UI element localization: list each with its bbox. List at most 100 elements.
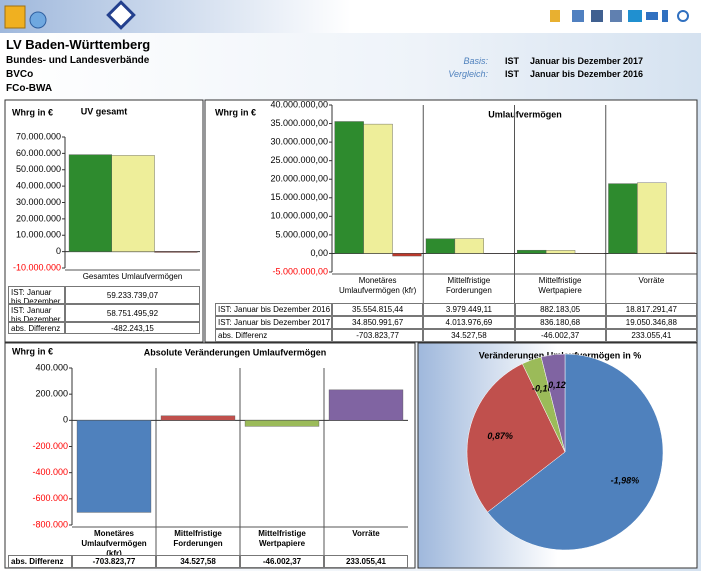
value-label: 34.527,58: [423, 329, 515, 342]
chart-title: Umlaufvermögen: [488, 109, 562, 119]
y-tick-label: 50.000.000: [16, 164, 61, 174]
legend-label: IST: Januar bis Dezember 2016: [215, 303, 332, 316]
value-label: 58.751.495,92: [65, 304, 200, 322]
legend-label: abs. Differenz: [8, 322, 65, 334]
pie-slice: [487, 353, 664, 551]
bar: [328, 389, 404, 421]
bar: [160, 415, 236, 421]
bar: [68, 154, 113, 252]
bar: [454, 238, 484, 254]
y-tick-label: -5.000.000,00: [272, 266, 328, 276]
panel: [4, 342, 416, 569]
y-tick-label: 35.000.000,00: [270, 118, 328, 128]
value-label: 233.055,41: [605, 329, 697, 342]
y-tick-label: 20.000.000: [16, 213, 61, 223]
header-line: FCo-BWA: [6, 83, 53, 94]
x-tick-label: Gesamtes Umlaufvermögen: [82, 272, 183, 281]
y-tick-label: 40.000.000: [16, 181, 61, 191]
basis-label: Basis:: [463, 56, 488, 66]
x-tick-label: Monetäres Umlaufvermögen (kfr): [81, 529, 147, 558]
comparison-period: Januar bis Dezember 2016: [530, 69, 644, 79]
value-label: 19.050.346,88: [605, 316, 697, 329]
x-tick-label: Mittelfristige Wertpapiere: [538, 276, 582, 295]
x-tick-label: Mittelfristige Forderungen: [445, 276, 492, 295]
comparison-label: Vergleich:: [448, 69, 488, 79]
legend-label: abs. Differenz: [8, 555, 72, 568]
legend-label: abs. Differenz: [215, 329, 332, 342]
value-label: 59.233.739,07: [65, 286, 200, 304]
value-label: 18.817.291,47: [605, 303, 697, 316]
y-tick-label: 0,00: [310, 248, 328, 258]
slice-label: -0,10: [532, 384, 553, 394]
x-tick-label: Mittelfristige Forderungen: [173, 529, 223, 548]
bar: [244, 420, 320, 427]
value-label: 3.979.449,11: [423, 303, 515, 316]
y-tick-label: 0: [63, 415, 68, 425]
bar: [154, 251, 198, 253]
legend-label: IST: Januar bis Dezember 2017: [215, 316, 332, 329]
bar: [363, 123, 393, 254]
value-label: 882.183,05: [514, 303, 606, 316]
comparison-type: IST: [505, 69, 520, 79]
value-label: -46.002,37: [240, 555, 324, 568]
pie-slice: [540, 353, 566, 453]
y-tick-label: 10.000.000,00: [270, 211, 328, 221]
unit-label: Whrg in €: [215, 107, 256, 117]
x-tick-label: Vorräte: [638, 276, 665, 285]
y-tick-label: -800.000: [32, 519, 68, 529]
legend-label: IST: Januar bis Dezember 2017: [8, 304, 65, 322]
y-tick-label: -600.000: [32, 493, 68, 503]
y-tick-label: 10.000.000: [16, 230, 61, 240]
folder-icon[interactable]: [4, 5, 26, 29]
y-tick-label: 0: [56, 246, 61, 256]
y-tick-label: 70.000.000: [16, 131, 61, 141]
value-label: 836.180,68: [514, 316, 606, 329]
value-label: 34.527,58: [156, 555, 240, 568]
y-tick-label: 5.000.000,00: [275, 229, 328, 239]
bar: [545, 250, 576, 254]
chart-title: Absolute Veränderungen Umlaufvermögen: [144, 347, 327, 357]
y-tick-label: 60.000.000: [16, 148, 61, 158]
bar: [111, 155, 155, 252]
unit-label: Whrg in €: [12, 346, 53, 356]
value-label: -482.243,15: [65, 322, 200, 334]
y-tick-label: 15.000.000,00: [270, 192, 328, 202]
y-tick-label: 40.000.000,00: [270, 99, 328, 109]
y-tick-label: 30.000.000,00: [270, 136, 328, 146]
y-tick-label: 25.000.000,00: [270, 155, 328, 165]
basis-type: IST: [505, 56, 520, 66]
value-label: 34.850.991,67: [332, 316, 424, 329]
bar: [666, 252, 696, 254]
unit-label: Whrg in €: [12, 107, 53, 117]
header-line: Bundes- und Landesverbände: [6, 55, 150, 66]
y-tick-label: -400.000: [32, 467, 68, 477]
slice-label: -1,98%: [611, 476, 640, 486]
slice-label: 0,87%: [487, 431, 513, 441]
y-tick-label: 400.000: [35, 362, 68, 372]
y-tick-label: -200.000: [32, 441, 68, 451]
value-label: -46.002,37: [514, 329, 606, 342]
bar: [517, 249, 547, 254]
y-tick-label: 20.000.000,00: [270, 174, 328, 184]
y-tick-label: -10.000.000: [13, 262, 61, 272]
value-label: 233.055,41: [324, 555, 408, 568]
y-tick-label: 30.000.000: [16, 197, 61, 207]
logo: [106, 0, 136, 30]
bar: [637, 182, 667, 254]
x-tick-label: Vorräte: [352, 529, 380, 538]
bar: [425, 238, 456, 254]
bar: [76, 420, 152, 513]
toolbar-icons[interactable]: [550, 10, 689, 22]
home-icon[interactable]: [29, 11, 47, 29]
bar: [608, 183, 638, 254]
value-label: 35.554.815,44: [332, 303, 424, 316]
y-tick-label: 200.000: [35, 389, 68, 399]
bar: [392, 253, 422, 257]
value-label: -703.823,77: [332, 329, 424, 342]
basis-period: Januar bis Dezember 2017: [530, 56, 644, 66]
header-line: BVCo: [6, 69, 34, 80]
x-tick-label: Monetäres Umlaufvermögen (kfr): [338, 276, 417, 295]
x-tick-label: Mittelfristige Wertpapiere: [258, 529, 306, 548]
bar: [334, 121, 364, 254]
